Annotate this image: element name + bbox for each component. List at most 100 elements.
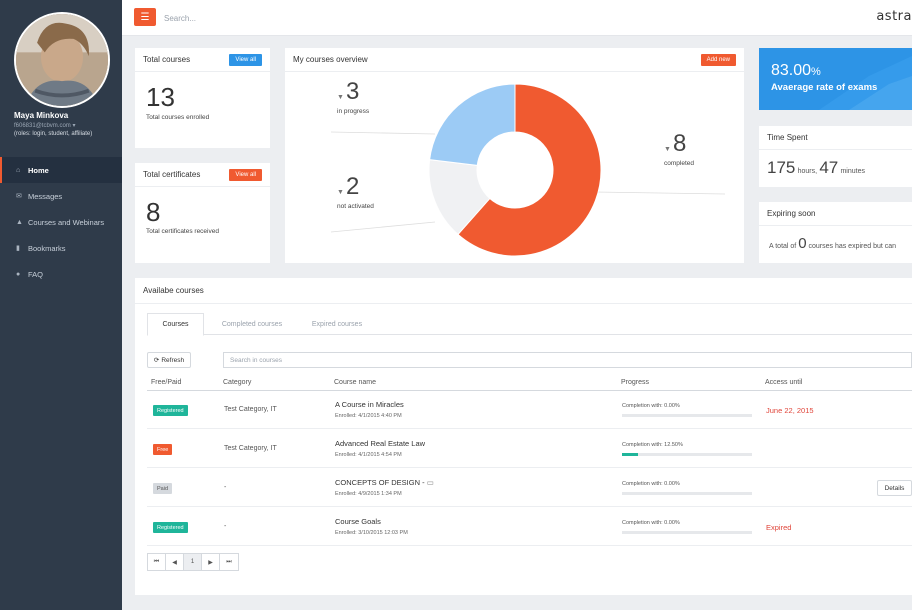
course-name-link[interactable]: Course Goals: [335, 517, 381, 526]
tab-courses[interactable]: Courses: [147, 313, 204, 336]
exam-rate-card: 83.00% Avaerage rate of exams: [759, 48, 912, 110]
category-cell: -: [224, 523, 227, 530]
course-name-link[interactable]: Advanced Real Estate Law: [335, 439, 426, 448]
details-button[interactable]: Details: [877, 480, 912, 496]
table-row[interactable]: Registered Test Category, IT A Course in…: [147, 391, 912, 429]
completed-stat: ▼8 completed: [664, 130, 694, 167]
progress-label: Completion with: 0.00%: [622, 520, 680, 526]
card-header: Expiring soon: [759, 202, 912, 226]
enrolled-date: Enrolled: 3/10/2015 12:03 PM: [335, 530, 408, 536]
course-search-input[interactable]: [223, 352, 912, 368]
exam-background-shape: [819, 56, 912, 110]
sidebar-item-label: Home: [28, 165, 49, 175]
document-icon: ▭: [426, 478, 434, 487]
card-header: Total courses View all: [135, 48, 270, 72]
refresh-button[interactable]: ⟳ Refresh: [147, 352, 191, 368]
column-header-free-paid[interactable]: Free/Paid: [151, 379, 182, 386]
top-bar: ☰ astra: [122, 0, 912, 36]
sidebar-nav: ⌂ Home ✉ Messages ▲ Courses and Webinars ▮ B…: [0, 157, 122, 287]
tab-expired-courses[interactable]: Expired courses: [311, 320, 363, 328]
column-header-access-until[interactable]: Access until: [765, 379, 803, 386]
graduation-cap-icon: ▲: [16, 218, 23, 226]
in-progress-value: 3: [345, 78, 360, 105]
completed-label: completed: [664, 160, 694, 167]
avatar[interactable]: [14, 12, 110, 108]
search-input[interactable]: [164, 10, 364, 26]
donut-slice-completed[interactable]: [457, 83, 602, 257]
next-page-button[interactable]: ▶: [202, 554, 220, 570]
view-all-certificates-button[interactable]: View all: [229, 169, 262, 181]
page-number-button[interactable]: 1: [184, 554, 202, 570]
first-page-button[interactable]: ⏮: [148, 554, 166, 570]
course-name-text: CONCEPTS OF DESIGN -: [335, 478, 425, 487]
expiring-soon-card: Expiring soon A total of 0 courses has e…: [759, 202, 912, 263]
brand-logo: astra: [876, 9, 912, 24]
status-badge: Paid: [153, 483, 173, 494]
minutes-value: 47: [819, 158, 839, 177]
refresh-label: Refresh: [161, 356, 185, 364]
status-badge: Registered: [153, 522, 188, 533]
sidebar: Maya Minkova f606831@tcbvm.com ▾ (roles:…: [0, 0, 122, 610]
sidebar-item-bookmarks[interactable]: ▮ Bookmarks: [0, 235, 122, 261]
progress-fill: [622, 453, 639, 456]
sidebar-item-label: FAQ: [28, 269, 44, 279]
expiring-text: A total of 0 courses has expired but can: [769, 235, 896, 252]
sidebar-item-faq[interactable]: ● FAQ: [0, 261, 122, 287]
course-name-link[interactable]: A Course in Miracles: [335, 400, 404, 409]
hamburger-icon: ☰: [140, 11, 150, 23]
total-courses-value: 13: [146, 82, 175, 112]
not-activated-value: 2: [345, 173, 360, 200]
table-row[interactable]: Registered - Course Goals Enrolled: 3/10…: [147, 508, 912, 546]
sidebar-item-label: Courses and Webinars: [28, 217, 105, 227]
donut-slice-in-progress[interactable]: [429, 83, 516, 166]
sidebar-item-messages[interactable]: ✉ Messages: [0, 183, 122, 209]
table-header-divider: [147, 390, 912, 391]
completed-value: 8: [672, 130, 687, 157]
card-title: Time Spent: [767, 133, 808, 142]
category-cell: -: [224, 484, 227, 491]
user-email[interactable]: f606831@tcbvm.com ▾: [14, 122, 75, 129]
menu-toggle-button[interactable]: ☰: [134, 8, 156, 26]
caret-down-icon: ▼: [337, 94, 344, 101]
chevron-down-icon: ▾: [72, 123, 76, 129]
progress-bar: [622, 492, 752, 495]
prev-page-button[interactable]: ◀: [166, 554, 184, 570]
last-page-button[interactable]: ⏭: [220, 554, 238, 570]
time-spent-value: 175 hours, 47 minutes: [767, 158, 865, 178]
column-header-course-name[interactable]: Course name: [334, 379, 377, 386]
user-name: Maya Minkova: [14, 111, 69, 120]
time-spent-card: Time Spent 175 hours, 47 minutes: [759, 126, 912, 187]
table-row[interactable]: Free Test Category, IT Advanced Real Est…: [147, 430, 912, 468]
card-title: Total courses: [143, 55, 191, 64]
column-header-category[interactable]: Category: [223, 379, 252, 386]
user-email-text: f606831@tcbvm.com: [14, 123, 71, 129]
envelope-icon: ✉: [16, 193, 22, 200]
progress-label: Completion with: 0.00%: [622, 403, 680, 409]
total-courses-card: Total courses View all 13 Total courses …: [135, 48, 270, 148]
expiring-suffix: courses has expired but can: [808, 243, 897, 250]
card-title: Expiring soon: [767, 209, 816, 218]
users-icon: ●: [16, 270, 21, 278]
not-activated-label: not activated: [337, 203, 374, 210]
add-new-button[interactable]: Add new: [700, 54, 736, 66]
progress-bar: [622, 453, 752, 456]
tab-completed-courses[interactable]: Completed courses: [221, 320, 283, 328]
expiring-count: 0: [798, 235, 807, 252]
category-cell: Test Category, IT: [224, 445, 277, 452]
exam-rate-value: 83.00%: [771, 62, 821, 80]
minutes-unit: minutes: [840, 168, 865, 175]
enrolled-date: Enrolled: 4/9/2015 1:34 PM: [335, 491, 402, 497]
expiring-prefix: A total of: [769, 243, 797, 250]
course-name-link[interactable]: CONCEPTS OF DESIGN - ▭: [335, 478, 434, 487]
progress-bar: [622, 414, 752, 417]
sidebar-item-home[interactable]: ⌂ Home: [0, 157, 122, 183]
access-until: June 22, 2015: [766, 406, 814, 415]
exam-rate-unit: %: [811, 66, 821, 78]
column-header-progress[interactable]: Progress: [621, 379, 650, 386]
home-icon: ⌂: [16, 166, 21, 174]
progress-label: Completion with: 0.00%: [622, 481, 680, 487]
card-title: Availabe courses: [143, 286, 204, 295]
view-all-courses-button[interactable]: View all: [229, 54, 262, 66]
sidebar-item-courses[interactable]: ▲ Courses and Webinars: [0, 209, 122, 235]
table-row[interactable]: Paid - CONCEPTS OF DESIGN - ▭ Enrolled: …: [147, 469, 912, 507]
